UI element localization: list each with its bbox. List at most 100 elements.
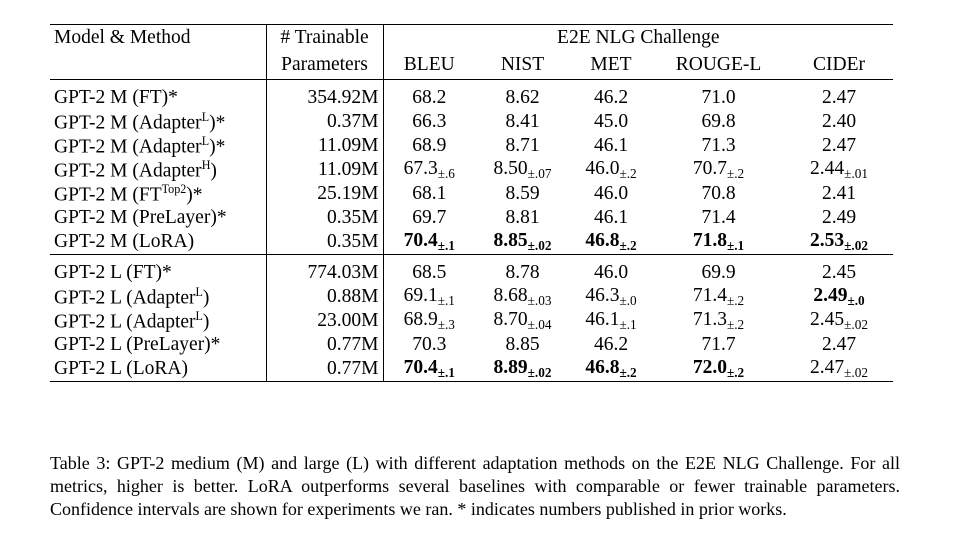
nist-value: 8.78 — [475, 254, 570, 285]
table-row: GPT-2 M (AdapterL)* 0.37M 66.3 8.41 45.0… — [50, 110, 893, 134]
nist-value: 8.85±.02 — [493, 230, 552, 254]
cider-value: 2.47 — [821, 135, 857, 157]
met-value: 46.2 — [593, 334, 629, 356]
rouge-l-value: 71.3±.2 — [692, 309, 745, 333]
cider-value: 2.41 — [821, 183, 857, 205]
cider-value: 2.47 — [821, 334, 857, 356]
table-row: GPT-2 L (AdapterL) 23.00M 68.9±.3 8.70±.… — [50, 309, 893, 333]
params-value: 11.09M — [265, 134, 383, 158]
bleu-value: 68.5 — [382, 254, 475, 285]
rouge-l-value: 69.8 — [701, 111, 736, 133]
rouge-l-value: 69.9 — [652, 254, 785, 285]
model-name: GPT-2 M (LoRA) — [54, 231, 195, 253]
bleu-value: 68.2 — [382, 79, 475, 110]
cider-value: 2.53±.02 — [810, 230, 868, 254]
results-table: Model & Method # Trainable E2E NLG Chall… — [50, 24, 894, 382]
model-name: GPT-2 M (FT)* — [50, 79, 266, 110]
table-row: GPT-2 L (FT)* 774.03M 68.5 8.78 46.0 69.… — [50, 254, 894, 285]
rouge-l-value: 71.0 — [652, 79, 785, 110]
nist-value: 8.59 — [505, 183, 540, 205]
params-value: 0.37M — [265, 110, 383, 134]
table-row: GPT-2 L (AdapterL) 0.88M 69.1±.1 8.68±.0… — [50, 285, 893, 309]
rouge-l-value: 71.8±.1 — [692, 230, 745, 254]
header-metric-bleu: BLEU — [382, 51, 475, 80]
met-value: 46.1±.1 — [585, 309, 637, 333]
params-value: 0.88M — [265, 285, 383, 309]
header-metric-met: MET — [590, 54, 632, 76]
nist-value: 8.85 — [505, 334, 540, 356]
params-value: 0.35M — [265, 206, 383, 230]
cider-value: 2.44±.01 — [810, 158, 868, 182]
cider-value: 2.45±.02 — [810, 309, 868, 333]
table-row: GPT-2 M (AdapterL)* 11.09M 68.9 8.71 46.… — [50, 134, 893, 158]
nist-value: 8.71 — [505, 135, 540, 157]
cider-value: 2.45 — [785, 254, 894, 285]
nist-value: 8.81 — [505, 207, 540, 229]
met-value: 46.1 — [593, 135, 629, 157]
params-value: 11.09M — [265, 158, 383, 182]
cider-value: 2.40 — [821, 111, 857, 133]
bleu-value: 70.3 — [382, 333, 475, 357]
rouge-l-value: 71.4 — [701, 207, 736, 229]
rouge-l-value: 70.8 — [701, 183, 736, 205]
header-group-title: E2E NLG Challenge — [382, 24, 894, 51]
cider-value: 2.49 — [821, 207, 857, 229]
header-row-2: Parameters BLEU NIST MET ROUGE-L CIDEr — [50, 51, 893, 80]
header-metric-nist: NIST — [500, 54, 545, 76]
nist-value: 8.89±.02 — [475, 357, 570, 382]
model-name: GPT-2 L (AdapterL) — [54, 285, 210, 309]
rouge-l-value: 70.7±.2 — [692, 158, 745, 182]
params-value: 0.77M — [265, 357, 383, 382]
params-value: 25.19M — [265, 182, 383, 206]
bleu-value: 69.1±.1 — [382, 285, 475, 309]
cider-value: 2.49±.0 — [813, 285, 865, 309]
bleu-value: 68.9±.3 — [382, 309, 475, 333]
cider-value: 2.47 — [785, 79, 894, 110]
nist-value: 8.50±.07 — [493, 158, 552, 182]
met-value: 46.0 — [570, 254, 652, 285]
bleu-value: 66.3 — [382, 110, 475, 134]
table-row: GPT-2 M (PreLayer)* 0.35M 69.7 8.81 46.1… — [50, 206, 893, 230]
header-trainable: # Trainable — [265, 24, 383, 51]
header-metric-rouge-l: ROUGE-L — [675, 54, 762, 76]
table-row: GPT-2 M (LoRA) 0.35M 70.4±.1 8.85±.02 46… — [50, 230, 893, 255]
model-name: GPT-2 M (AdapterL)* — [54, 110, 226, 134]
bleu-value: 67.3±.6 — [382, 158, 475, 182]
table-row: GPT-2 L (PreLayer)* 0.77M 70.3 8.85 46.2… — [50, 333, 893, 357]
cider-value: 2.47±.02 — [785, 357, 894, 382]
header-model-method: Model & Method — [50, 24, 266, 51]
met-value: 46.3±.0 — [585, 285, 637, 309]
nist-value: 8.70±.04 — [493, 309, 552, 333]
table-row: GPT-2 M (FTTop2)* 25.19M 68.1 8.59 46.0 … — [50, 182, 893, 206]
results-table-container: Model & Method # Trainable E2E NLG Chall… — [50, 24, 894, 382]
bleu-value: 68.9 — [382, 134, 475, 158]
met-value: 46.1 — [593, 207, 629, 229]
model-name: GPT-2 L (AdapterL) — [54, 309, 210, 333]
rouge-l-value: 71.3 — [701, 135, 736, 157]
table-row: GPT-2 L (LoRA) 0.77M 70.4±.1 8.89±.02 46… — [50, 357, 894, 382]
params-value: 354.92M — [265, 79, 383, 110]
params-value: 0.35M — [265, 230, 383, 255]
bleu-value: 70.4±.1 — [382, 230, 475, 255]
nist-value: 8.68±.03 — [493, 285, 552, 309]
params-value: 0.77M — [265, 333, 383, 357]
model-name: GPT-2 L (PreLayer)* — [54, 334, 221, 356]
model-name: GPT-2 M (AdapterL)* — [54, 134, 226, 158]
header-row-1: Model & Method # Trainable E2E NLG Chall… — [50, 24, 894, 51]
rouge-l-value: 71.4±.2 — [692, 285, 745, 309]
met-value: 46.8±.2 — [585, 230, 637, 254]
met-value: 46.2 — [570, 79, 652, 110]
header-metric-cider: CIDEr — [813, 54, 866, 76]
model-name: GPT-2 M (PreLayer)* — [54, 207, 227, 229]
params-value: 23.00M — [265, 309, 383, 333]
table-row: GPT-2 M (FT)* 354.92M 68.2 8.62 46.2 71.… — [50, 79, 894, 110]
bleu-value: 68.1 — [382, 182, 475, 206]
met-value: 46.0 — [593, 183, 629, 205]
model-name: GPT-2 M (FTTop2)* — [54, 182, 203, 206]
params-value: 774.03M — [265, 254, 383, 285]
table-caption: Table 3: GPT-2 medium (M) and large (L) … — [50, 453, 900, 519]
bleu-value: 70.4±.1 — [382, 357, 475, 382]
model-name: GPT-2 M (AdapterH) — [54, 158, 217, 182]
bleu-value: 69.7 — [382, 206, 475, 230]
met-value: 46.0±.2 — [585, 158, 637, 182]
